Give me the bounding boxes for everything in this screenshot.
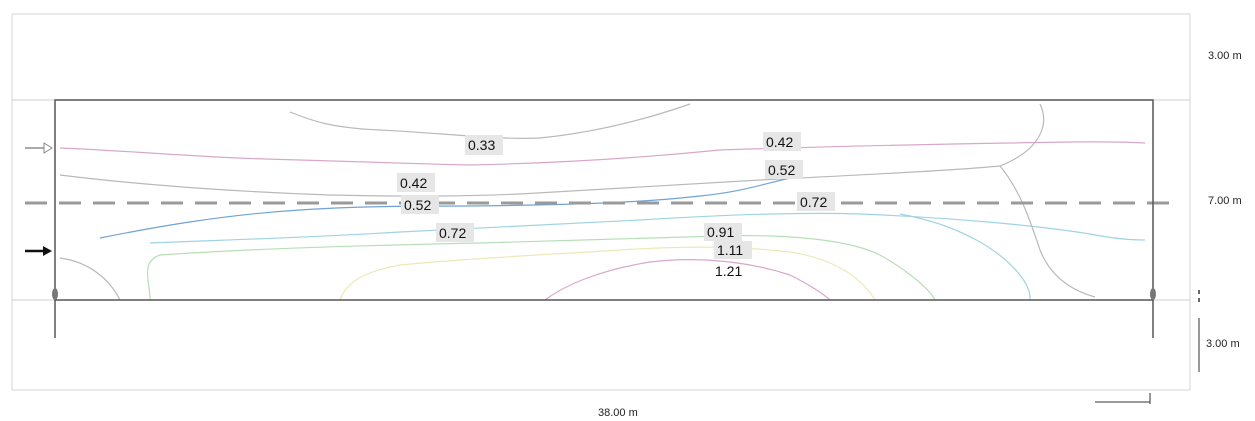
contour-0.52 <box>59 103 1045 197</box>
top-height-label: 3.00 m <box>1208 50 1242 62</box>
contour-label: 0.42 <box>400 175 427 191</box>
outer-border <box>11 13 1191 391</box>
contour-label-group: 0.33 0.42 0.52 0.42 0.52 0.72 0.72 0.91 … <box>397 132 835 279</box>
contour-label: 0.33 <box>468 137 495 153</box>
contour-0.72-cyan <box>149 212 1146 244</box>
contour-0.91 <box>146 235 936 301</box>
contour-label: 0.72 <box>800 194 827 210</box>
main-frame <box>54 99 1154 301</box>
contour-0.72-blue <box>99 177 791 239</box>
middle-height-label: 7.00 m <box>1208 195 1242 207</box>
contour-label: 0.42 <box>766 134 793 150</box>
contour-label: 0.91 <box>707 224 734 240</box>
arrow-right-hollow-icon <box>25 142 53 154</box>
contour-label: 1.21 <box>715 263 742 279</box>
contour-1.11 <box>339 246 876 301</box>
contour-0.52-right <box>999 165 1096 298</box>
contour-1.21 <box>544 259 831 301</box>
contour-left-edge <box>59 257 121 301</box>
contour-0.72-right <box>899 213 1031 301</box>
contour-0.42-top <box>59 141 1146 166</box>
left-post-cap <box>52 288 58 300</box>
bottom-height-label: 3.00 m <box>1206 338 1240 350</box>
right-post-cap <box>1150 288 1156 300</box>
contour-label: 1.11 <box>717 242 743 258</box>
width-label: 38.00 m <box>598 407 638 419</box>
contour-label: 0.72 <box>439 225 466 241</box>
arrow-right-solid-icon <box>25 246 52 256</box>
contour-label: 0.52 <box>768 162 795 178</box>
contour-lines <box>59 103 1146 301</box>
contour-0.33 <box>289 103 691 139</box>
contour-label: 0.52 <box>404 197 431 213</box>
